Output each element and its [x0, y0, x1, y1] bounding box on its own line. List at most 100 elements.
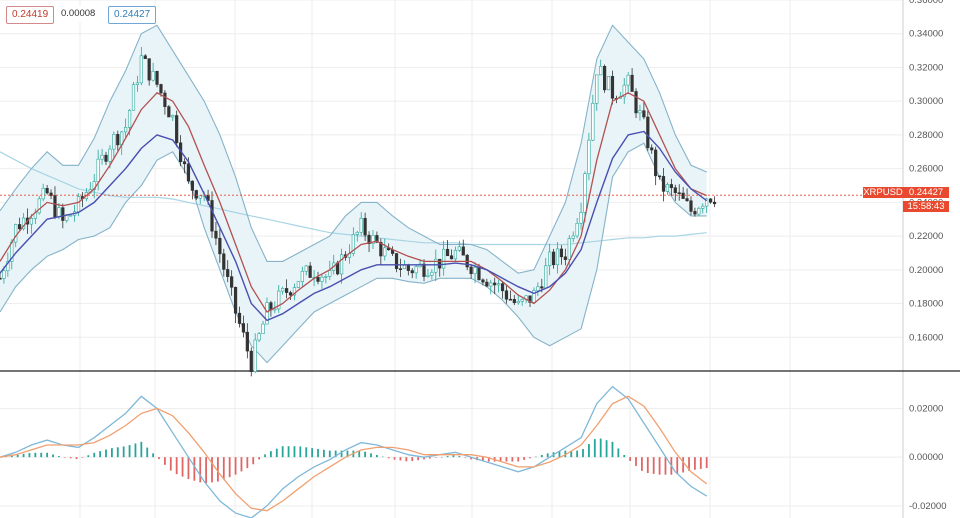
candle-body — [571, 235, 575, 239]
candle-body — [500, 283, 505, 292]
candle-body — [434, 258, 438, 273]
macd-histogram-bar — [211, 457, 213, 483]
candle-body — [642, 110, 646, 118]
macd-histogram-bar — [193, 457, 196, 481]
macd-histogram-bar — [22, 453, 25, 458]
price-tick-label: 0.18000 — [909, 299, 943, 310]
candle-body — [104, 154, 108, 162]
candle-body — [57, 207, 61, 218]
candle-body — [528, 295, 532, 303]
candle-body — [430, 271, 434, 276]
price-tick-label: 0.16000 — [909, 332, 943, 343]
macd-histogram-bar — [228, 457, 231, 478]
candle-body — [182, 161, 187, 165]
sma-line — [0, 91, 707, 313]
macd-tick-label: 0.00000 — [909, 452, 943, 463]
candle-body — [606, 76, 611, 91]
macd-histogram-bar — [328, 450, 331, 458]
macd-histogram-bar — [334, 450, 337, 458]
candle-body — [300, 270, 304, 282]
macd-histogram-bar — [664, 457, 667, 475]
candle-body — [222, 253, 226, 270]
macd-histogram-bar — [411, 457, 414, 461]
macd-histogram-bar — [423, 457, 425, 460]
macd-histogram-bar — [199, 457, 202, 483]
price-tick-label: 0.32000 — [909, 62, 943, 73]
macd-histogram-bar — [558, 451, 561, 458]
candle-body — [186, 163, 191, 182]
price-tick-label: 0.20000 — [909, 265, 943, 276]
macd-histogram-bar — [264, 454, 266, 458]
macd-histogram-bar — [40, 452, 43, 458]
macd-histogram-bar — [116, 447, 119, 458]
macd-histogram-bar — [93, 452, 96, 458]
candle-body — [175, 115, 179, 144]
candle-body — [469, 266, 473, 275]
macd-histogram-bar — [576, 450, 579, 458]
candle-body — [693, 211, 697, 215]
candle-body — [76, 196, 81, 213]
macd-histogram-bar — [564, 450, 567, 458]
price-tick-label: 0.22000 — [909, 231, 943, 242]
candle-body — [551, 251, 556, 266]
macd-histogram-bar — [287, 446, 290, 458]
candle-body — [53, 195, 57, 218]
candle-body — [324, 276, 328, 278]
candle-body — [634, 91, 638, 114]
legend-ma-blue-value: 0.24427 — [108, 6, 157, 24]
candle-body — [497, 283, 501, 286]
macd-histogram-bar — [629, 457, 632, 461]
macd-histogram-bar — [694, 457, 696, 470]
candle-body — [253, 339, 257, 372]
macd-histogram-bar — [346, 450, 349, 458]
candle-body — [147, 58, 151, 81]
candle-body — [151, 71, 155, 81]
macd-histogram-bar — [535, 456, 537, 458]
macd-histogram-bar — [175, 457, 178, 475]
candle-body — [610, 76, 615, 99]
candle-body — [210, 200, 214, 232]
macd-histogram-bar — [417, 457, 420, 461]
macd-histogram-bar — [452, 455, 455, 458]
macd-histogram-bar — [505, 457, 508, 462]
macd-histogram-bar — [252, 457, 255, 465]
candle-body — [328, 270, 332, 277]
macd-histogram-bar — [617, 448, 620, 458]
macd-histogram-bar — [364, 451, 367, 458]
macd-histogram-bar — [464, 457, 467, 458]
macd-histogram-bar — [499, 457, 502, 462]
candle-body — [265, 302, 269, 325]
candle-body — [375, 235, 379, 243]
macd-histogram-bar — [128, 445, 131, 458]
candle-body — [709, 198, 713, 203]
macd-histogram-bar — [688, 457, 690, 471]
macd-histogram-bar — [529, 457, 531, 459]
candle-body — [367, 234, 371, 245]
candle-body — [398, 268, 403, 270]
bollinger-lower-line — [0, 142, 707, 364]
candle-body — [245, 331, 249, 352]
candle-body — [453, 250, 458, 260]
macd-histogram-bar — [635, 457, 637, 466]
candle-body — [575, 222, 579, 237]
macd-tick-label: 0.02000 — [909, 404, 943, 415]
candle-body — [18, 224, 22, 230]
ema-line — [0, 130, 708, 322]
macd-histogram-bar — [405, 457, 408, 462]
macd-histogram-bar — [169, 457, 172, 471]
candle-body — [512, 298, 516, 304]
candle-body — [595, 74, 599, 104]
macd-histogram-bar — [381, 456, 384, 458]
candle-body — [677, 192, 681, 194]
candle-body — [438, 258, 442, 269]
macd-histogram-bar — [16, 454, 19, 458]
candle-body — [237, 312, 242, 324]
macd-histogram-bar — [216, 457, 219, 482]
candle-body — [363, 218, 367, 236]
candle-body — [273, 308, 277, 311]
candle-body — [143, 55, 147, 59]
macd-histogram-bar — [429, 457, 431, 459]
macd-histogram-bar — [146, 447, 149, 458]
candle-body — [127, 109, 132, 128]
